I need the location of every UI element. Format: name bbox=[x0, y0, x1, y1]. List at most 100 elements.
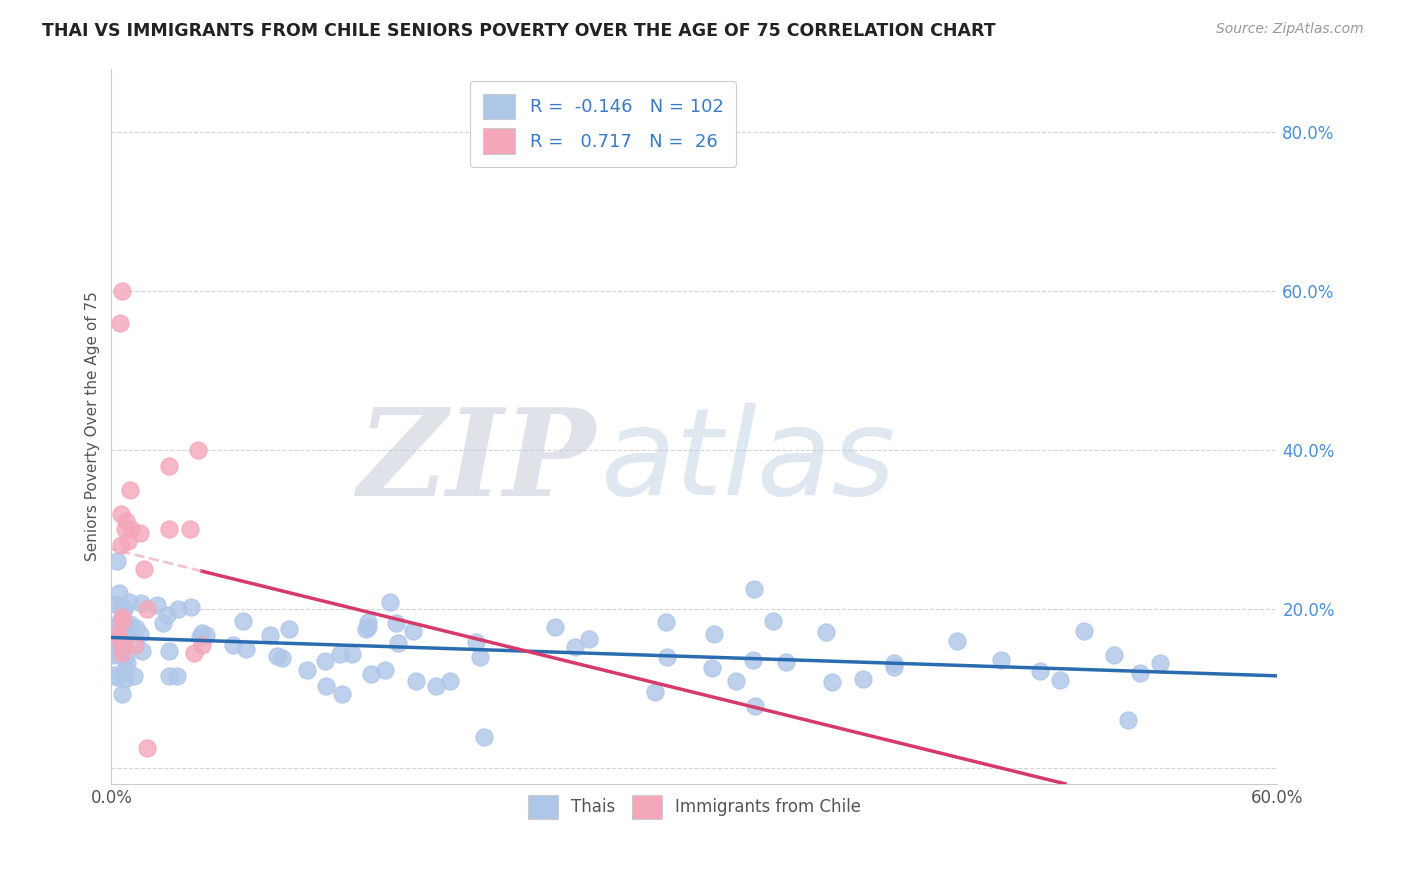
Point bbox=[112, 638, 135, 652]
Text: Source: ZipAtlas.com: Source: ZipAtlas.com bbox=[1216, 22, 1364, 37]
Point bbox=[108, 635, 131, 649]
Point bbox=[180, 600, 202, 615]
Point bbox=[187, 442, 209, 457]
Point bbox=[110, 507, 132, 521]
Point bbox=[111, 636, 134, 650]
Point bbox=[112, 602, 135, 616]
Point bbox=[883, 660, 905, 674]
Point bbox=[232, 614, 254, 628]
Point bbox=[356, 622, 378, 636]
Point bbox=[107, 617, 129, 632]
Point bbox=[107, 586, 129, 600]
Point bbox=[188, 631, 211, 645]
Point bbox=[464, 635, 486, 649]
Point bbox=[374, 663, 396, 677]
Point bbox=[112, 616, 135, 631]
Point bbox=[360, 666, 382, 681]
Point bbox=[166, 601, 188, 615]
Point bbox=[405, 673, 427, 688]
Point bbox=[114, 515, 136, 529]
Point bbox=[314, 654, 336, 668]
Point bbox=[129, 596, 152, 610]
Point bbox=[425, 679, 447, 693]
Point bbox=[114, 622, 136, 636]
Point bbox=[146, 598, 169, 612]
Point bbox=[157, 644, 180, 658]
Point bbox=[114, 523, 136, 537]
Point bbox=[107, 554, 129, 568]
Point bbox=[742, 582, 765, 596]
Point bbox=[132, 562, 155, 576]
Point bbox=[883, 656, 905, 670]
Point bbox=[111, 687, 134, 701]
Point bbox=[741, 653, 763, 667]
Point bbox=[117, 627, 139, 641]
Point bbox=[266, 649, 288, 664]
Text: ZIP: ZIP bbox=[357, 402, 595, 521]
Point bbox=[108, 316, 131, 330]
Point bbox=[387, 636, 409, 650]
Y-axis label: Seniors Poverty Over the Age of 75: Seniors Poverty Over the Age of 75 bbox=[86, 292, 100, 561]
Point bbox=[115, 648, 138, 663]
Point bbox=[124, 638, 146, 652]
Point bbox=[852, 672, 875, 686]
Point bbox=[135, 741, 157, 756]
Point bbox=[470, 650, 492, 665]
Point bbox=[118, 616, 141, 631]
Point bbox=[277, 623, 299, 637]
Point bbox=[110, 284, 132, 298]
Point bbox=[103, 646, 125, 660]
Point bbox=[270, 650, 292, 665]
Point bbox=[1073, 624, 1095, 638]
Point bbox=[114, 617, 136, 632]
Point bbox=[1118, 713, 1140, 727]
Point bbox=[340, 647, 363, 661]
Point bbox=[111, 646, 134, 660]
Point bbox=[118, 594, 141, 608]
Point bbox=[814, 624, 837, 639]
Point bbox=[128, 526, 150, 541]
Point bbox=[128, 626, 150, 640]
Point bbox=[111, 610, 134, 624]
Point bbox=[157, 458, 180, 473]
Point bbox=[166, 669, 188, 683]
Point bbox=[110, 640, 132, 654]
Point bbox=[112, 601, 135, 615]
Point bbox=[115, 656, 138, 670]
Point bbox=[105, 632, 128, 646]
Point bbox=[357, 620, 380, 634]
Point bbox=[329, 647, 352, 661]
Point bbox=[1049, 673, 1071, 688]
Point bbox=[744, 699, 766, 714]
Legend: Thais, Immigrants from Chile: Thais, Immigrants from Chile bbox=[522, 789, 868, 825]
Point bbox=[945, 634, 967, 648]
Point bbox=[402, 624, 425, 638]
Point bbox=[378, 594, 401, 608]
Point bbox=[191, 625, 214, 640]
Point bbox=[295, 663, 318, 677]
Point bbox=[131, 643, 153, 657]
Point bbox=[117, 534, 139, 549]
Point bbox=[110, 599, 132, 613]
Text: atlas: atlas bbox=[602, 403, 897, 520]
Point bbox=[157, 523, 180, 537]
Point bbox=[114, 672, 136, 686]
Point bbox=[544, 620, 567, 634]
Point bbox=[1102, 648, 1125, 662]
Point bbox=[103, 648, 125, 662]
Point bbox=[115, 628, 138, 642]
Point bbox=[821, 674, 844, 689]
Point bbox=[122, 669, 145, 683]
Point bbox=[111, 614, 134, 628]
Point bbox=[578, 632, 600, 646]
Point bbox=[235, 641, 257, 656]
Point bbox=[1149, 656, 1171, 670]
Point bbox=[644, 685, 666, 699]
Point bbox=[152, 615, 174, 630]
Point bbox=[110, 638, 132, 652]
Point bbox=[385, 615, 408, 630]
Point bbox=[108, 633, 131, 648]
Point bbox=[103, 668, 125, 682]
Point bbox=[655, 615, 678, 629]
Point bbox=[125, 622, 148, 636]
